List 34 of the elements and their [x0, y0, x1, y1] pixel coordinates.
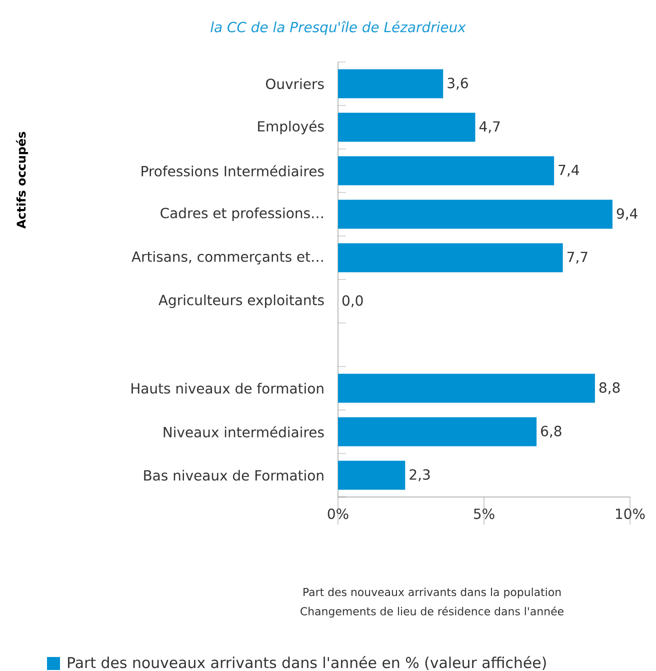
x-tick-label: 10%: [616, 508, 645, 520]
y-tick-label: Agriculteurs exploitants: [158, 294, 324, 308]
chart-title: la CC de la Presqu'île de Lézardrieux: [210, 20, 466, 36]
bar: [338, 243, 563, 272]
data-label: 9,4: [616, 208, 638, 220]
y-tick-label: Cadres et professions…: [160, 208, 323, 221]
text: Part des nouveaux arrivants dans la population: [304, 588, 561, 598]
data-label: 0,0: [342, 295, 363, 308]
bar: [338, 417, 537, 446]
data-label: 4,7: [479, 121, 500, 134]
data-label: 7,7: [568, 252, 588, 264]
y-tick-label: Bas niveaux de Formation: [144, 470, 324, 481]
y-tick-label: Employés: [258, 120, 324, 134]
y-tick-label: Hauts niveaux de formation: [132, 382, 324, 394]
data-label: 2,3: [410, 469, 430, 482]
bar: [338, 460, 406, 490]
bar: [338, 156, 554, 186]
bar: [338, 374, 595, 403]
y-tick-label: Artisans, commerçants et…: [132, 251, 323, 264]
text: Actifs occupés: [16, 132, 28, 229]
y-tick-label: Professions Intermédiaires: [142, 165, 324, 176]
bar: [338, 69, 444, 98]
y-tick-label: Ouvriers: [266, 78, 324, 90]
y-tick-label: Niveaux intermédiaires: [164, 426, 324, 438]
data-label: 8,8: [599, 382, 620, 394]
data-label: 3,6: [448, 78, 468, 90]
x-tick-label: 5%: [474, 508, 494, 520]
data-label: 7,4: [558, 164, 579, 177]
text: Changements de lieu de résidence dans l'année: [300, 606, 564, 618]
x-tick-label: 0%: [328, 508, 348, 520]
legend-label: Part des nouveaux arrivants dans l'année en % (valeur affichée): [68, 656, 546, 670]
data-label: 6,8: [541, 426, 562, 438]
bar: [338, 112, 476, 142]
bar: [338, 200, 612, 229]
